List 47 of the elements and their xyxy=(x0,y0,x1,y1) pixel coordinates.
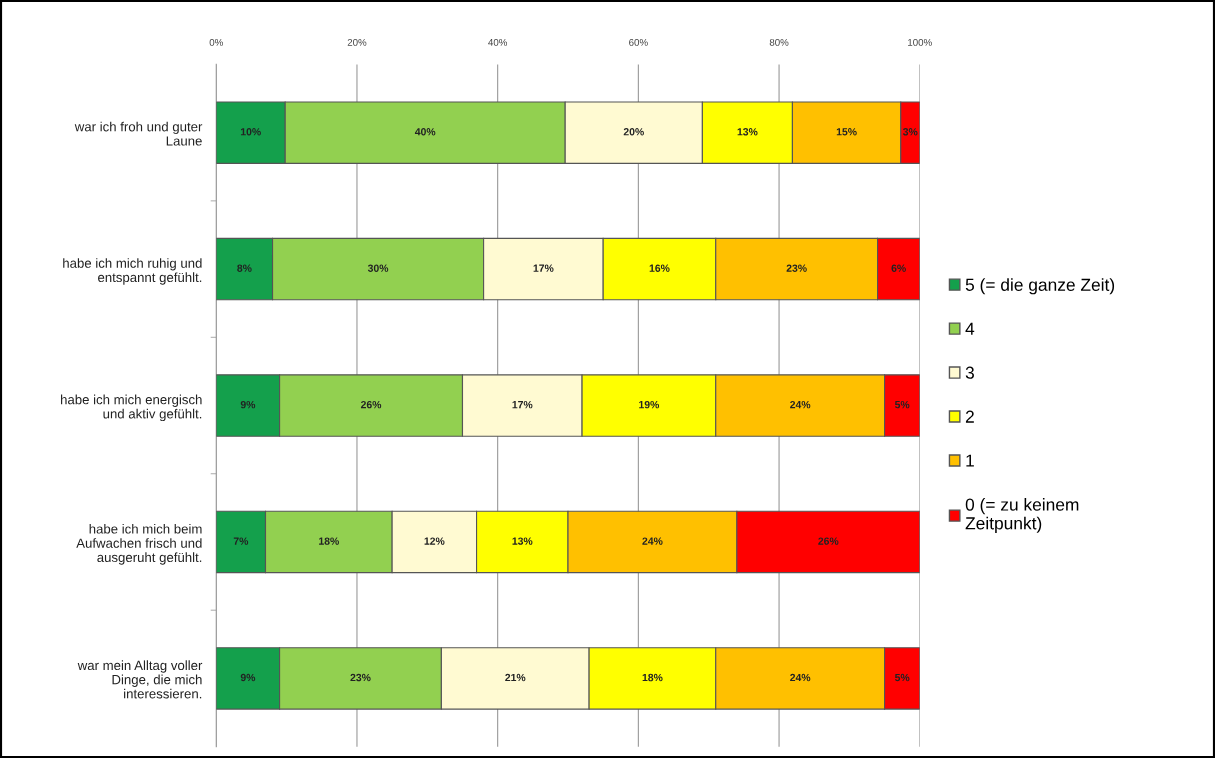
data-label: 13% xyxy=(737,128,758,136)
data-label: 12% xyxy=(424,537,445,545)
legend-label: 2 xyxy=(965,410,974,423)
legend-label: 5 (= die ganze Zeit) xyxy=(965,278,1115,295)
y-tick-label: habe ich mich ruhig und entspannt gefühlt. xyxy=(63,258,202,285)
y-tick-label: habe ich mich beim Aufwachen frisch und ausgeruht gefühlt. xyxy=(76,523,202,565)
y-tick-label: war mein Alltag voller Dinge, die mich interessieren. xyxy=(77,660,203,699)
data-label: 9% xyxy=(240,400,256,409)
data-label: 13% xyxy=(512,537,533,545)
data-label: 18% xyxy=(319,537,339,545)
data-label: 23% xyxy=(786,264,807,272)
data-label: 40% xyxy=(414,128,436,136)
data-label: 7% xyxy=(233,537,249,545)
y-tick-label: war ich froh und guter Laune xyxy=(74,121,203,146)
y-tick-label: habe ich mich energisch und aktiv gefühlt. xyxy=(61,394,202,422)
data-label: 9% xyxy=(240,673,256,682)
data-label: 21% xyxy=(505,673,526,682)
data-label: 18% xyxy=(642,673,663,682)
x-tick-label: 100% xyxy=(908,38,932,46)
data-label: 5% xyxy=(894,400,910,409)
x-tick-label: 20% xyxy=(347,38,367,46)
x-tick-label: 80% xyxy=(769,38,789,46)
data-label: 17% xyxy=(512,400,533,409)
data-label: 8% xyxy=(237,264,252,272)
data-label: 15% xyxy=(836,128,857,136)
data-label: 19% xyxy=(639,400,660,409)
data-label: 30% xyxy=(367,264,389,272)
data-label: 3% xyxy=(902,128,918,136)
x-tick-label: 40% xyxy=(488,38,508,46)
data-label: 6% xyxy=(891,264,906,272)
data-label: 17% xyxy=(533,264,554,272)
data-label: 24% xyxy=(642,537,663,545)
data-label: 23% xyxy=(350,673,371,682)
data-label: 5% xyxy=(894,673,910,682)
data-label: 24% xyxy=(790,400,811,409)
data-label: 24% xyxy=(790,673,811,682)
data-label: 16% xyxy=(649,264,670,272)
data-label: 26% xyxy=(360,400,382,409)
data-label: 10% xyxy=(240,128,261,136)
data-label: 20% xyxy=(623,128,644,136)
data-label: 26% xyxy=(818,537,839,545)
x-tick-label: 0% xyxy=(209,38,223,46)
x-tick-label: 60% xyxy=(629,38,648,46)
legend-label: 0 (= zu keinem Zeitpunkt) xyxy=(965,497,1079,533)
legend-label: 1 xyxy=(966,454,974,467)
legend-label: 3 xyxy=(965,366,974,379)
legend-label: 4 xyxy=(965,322,975,335)
